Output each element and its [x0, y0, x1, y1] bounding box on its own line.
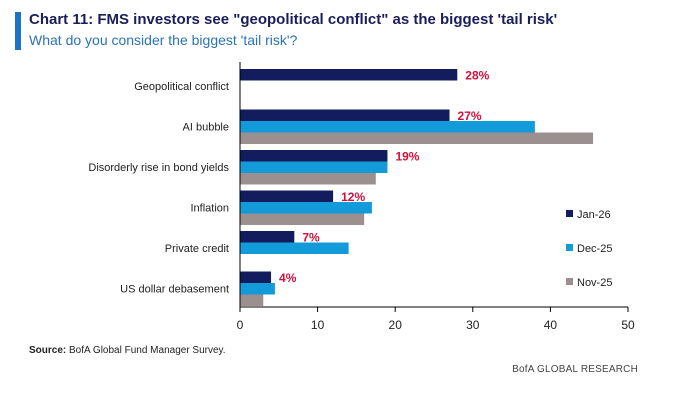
legend-label-dec-25: Dec-25 — [577, 243, 612, 255]
data-label-private-credit: 7% — [302, 230, 320, 244]
bar-jan-26-disorderly-rise-in-bond-yields — [240, 150, 388, 162]
source-note: Source: BofA Global Fund Manager Survey. — [29, 345, 226, 356]
bar-nov-25-ai-bubble — [240, 132, 594, 144]
source-label: Source: — [29, 345, 67, 356]
bar-jan-26-private-credit — [240, 231, 295, 243]
bar-dec-25-disorderly-rise-in-bond-yields — [240, 161, 388, 173]
legend-swatch-jan-26 — [566, 210, 573, 217]
bar-nov-25-inflation — [240, 213, 365, 225]
category-label-us-dollar-debasement: US dollar debasement — [120, 284, 229, 296]
legend-label-jan-26: Jan-26 — [577, 209, 611, 221]
category-label-disorderly-rise-in-bond-yields: Disorderly rise in bond yields — [88, 162, 229, 174]
bar-nov-25-disorderly-rise-in-bond-yields — [240, 173, 376, 185]
bar-jan-26-us-dollar-debasement — [240, 271, 272, 283]
data-label-disorderly-rise-in-bond-yields: 19% — [395, 149, 419, 163]
data-label-inflation: 12% — [341, 190, 365, 204]
bar-dec-25-private-credit — [240, 242, 349, 254]
data-label-ai-bubble: 27% — [458, 109, 482, 123]
x-tick-label-30: 30 — [466, 318, 480, 332]
legend-swatch-dec-25 — [566, 244, 573, 251]
chart-title: Chart 11: FMS investors see "geopolitica… — [29, 11, 558, 28]
bar-jan-26-geopolitical-conflict — [240, 69, 458, 81]
x-tick-label-0: 0 — [237, 318, 244, 332]
bar-nov-25-us-dollar-debasement — [240, 294, 264, 306]
category-label-inflation: Inflation — [190, 203, 229, 215]
bar-jan-26-ai-bubble — [240, 109, 450, 121]
x-tick-label-40: 40 — [544, 318, 558, 332]
legend-swatch-nov-25 — [566, 278, 573, 285]
x-tick-label-10: 10 — [311, 318, 325, 332]
bar-jan-26-inflation — [240, 190, 334, 202]
data-label-geopolitical-conflict: 28% — [465, 68, 489, 82]
bar-dec-25-us-dollar-debasement — [240, 283, 275, 295]
x-tick-label-50: 50 — [621, 318, 635, 332]
x-tick-label-20: 20 — [389, 318, 403, 332]
chart-subtitle: What do you consider the biggest 'tail r… — [29, 32, 298, 48]
title-accent-bar — [15, 12, 21, 50]
data-label-us-dollar-debasement: 4% — [279, 271, 297, 285]
category-label-geopolitical-conflict: Geopolitical conflict — [134, 81, 229, 93]
category-label-private-credit: Private credit — [165, 243, 229, 255]
bar-dec-25-ai-bubble — [240, 121, 535, 133]
category-label-ai-bubble: AI bubble — [183, 122, 229, 134]
source-text: BofA Global Fund Manager Survey. — [66, 345, 226, 356]
brand-footer: BofA GLOBAL RESEARCH — [512, 364, 638, 375]
legend-label-nov-25: Nov-25 — [577, 277, 612, 289]
bar-dec-25-inflation — [240, 202, 372, 214]
